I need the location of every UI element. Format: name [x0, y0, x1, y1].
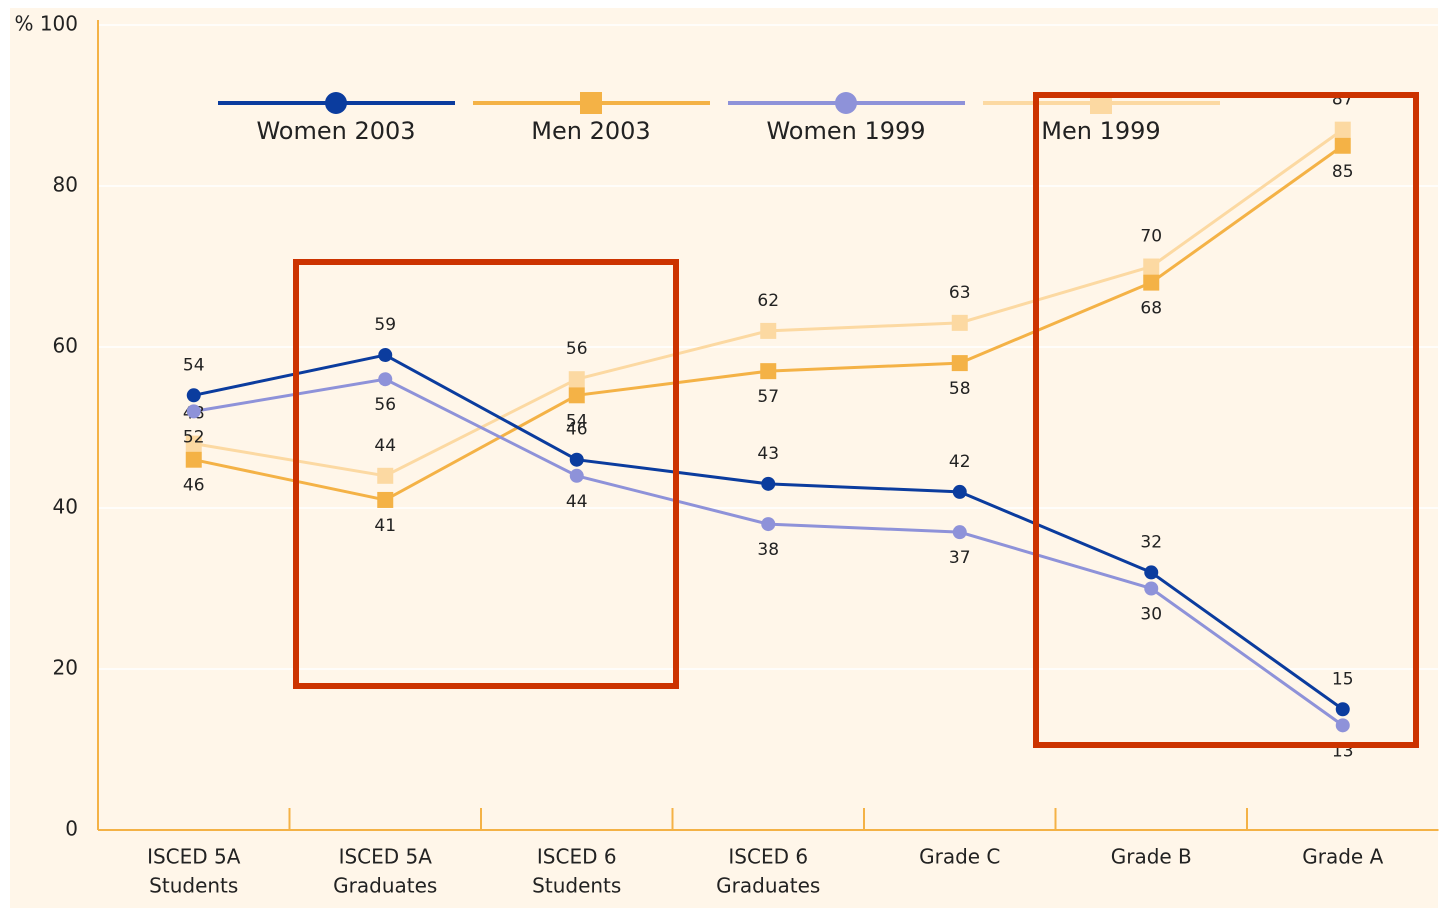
- y-tick-label: 40: [53, 495, 78, 519]
- plot-background: [10, 8, 1438, 908]
- point: [1334, 121, 1351, 138]
- plot-area: 0 20 40 60 80 % 100 ISCED 5A Students ISCED 5A Gr…: [14, 12, 1439, 898]
- point: [568, 387, 585, 404]
- point: [952, 484, 967, 499]
- data-label: 63: [949, 283, 971, 303]
- data-label: 58: [949, 379, 971, 399]
- point: [1335, 702, 1350, 717]
- data-label: 59: [374, 315, 396, 335]
- point: [951, 355, 968, 372]
- data-label: 44: [566, 492, 588, 512]
- point: [186, 388, 201, 403]
- data-label: 38: [757, 540, 779, 560]
- data-label: 43: [757, 444, 779, 464]
- point: [760, 322, 777, 339]
- point: [951, 314, 968, 331]
- data-label: 56: [566, 339, 588, 359]
- x-tick-label: Graduates: [333, 874, 437, 898]
- x-tick-label: Grade A: [1302, 845, 1383, 869]
- x-tick-label: ISCED 5A: [339, 845, 433, 869]
- y-tick-label: % 100: [14, 12, 78, 36]
- data-label: 57: [757, 387, 779, 407]
- data-label: 85: [1332, 162, 1354, 182]
- x-tick-label: Students: [532, 874, 621, 898]
- point: [761, 517, 776, 532]
- legend-label: Women 1999: [766, 117, 925, 145]
- point: [186, 404, 201, 419]
- point: [569, 452, 584, 467]
- legend-marker: [835, 92, 857, 114]
- point: [377, 467, 394, 484]
- data-label: 41: [374, 516, 396, 536]
- data-label: 37: [949, 548, 971, 568]
- data-label: 44: [374, 436, 396, 456]
- point: [568, 371, 585, 388]
- data-label: 54: [566, 411, 588, 431]
- y-tick-label: 80: [53, 173, 78, 197]
- y-tick-label: 0: [65, 817, 78, 841]
- data-label: 56: [374, 395, 396, 415]
- data-label: 30: [1140, 605, 1162, 625]
- point: [760, 363, 777, 380]
- highlight-box: [1033, 92, 1419, 748]
- point: [185, 435, 202, 452]
- data-label: 46: [566, 420, 588, 440]
- x-tick-label: ISCED 6: [728, 845, 808, 869]
- data-label: 62: [757, 291, 779, 311]
- highlight-box: [293, 259, 679, 689]
- point: [185, 451, 202, 468]
- point: [952, 525, 967, 540]
- point: [1335, 718, 1350, 733]
- x-tick-label: Students: [149, 874, 238, 898]
- data-label: 68: [1140, 299, 1162, 319]
- data-label: 52: [183, 427, 205, 447]
- legend-label: Men 2003: [531, 117, 650, 145]
- legend-label: Men 1999: [1041, 117, 1160, 145]
- x-tick-label: ISCED 6: [537, 845, 617, 869]
- point: [378, 372, 393, 387]
- data-label: 15: [1332, 669, 1354, 689]
- point: [761, 476, 776, 491]
- point: [1143, 274, 1160, 291]
- point: [1334, 137, 1351, 154]
- data-label: 54: [183, 355, 205, 375]
- x-tick-label: Graduates: [716, 874, 820, 898]
- y-tick-label: 20: [53, 656, 78, 680]
- data-label: 70: [1140, 227, 1162, 247]
- x-tick-label: Grade B: [1111, 845, 1192, 869]
- legend-marker: [580, 92, 602, 114]
- y-tick-label: 60: [53, 334, 78, 358]
- point: [1144, 581, 1159, 596]
- data-label: 46: [183, 476, 205, 496]
- legend-label: Women 2003: [256, 117, 415, 145]
- point: [1144, 565, 1159, 580]
- point: [1143, 258, 1160, 275]
- point: [378, 348, 393, 363]
- data-label: 42: [949, 452, 971, 472]
- data-label: 32: [1140, 532, 1162, 552]
- x-tick-label: ISCED 5A: [147, 845, 241, 869]
- x-tick-label: Grade C: [919, 845, 1000, 869]
- legend-marker: [325, 92, 347, 114]
- point: [569, 468, 584, 483]
- point: [377, 491, 394, 508]
